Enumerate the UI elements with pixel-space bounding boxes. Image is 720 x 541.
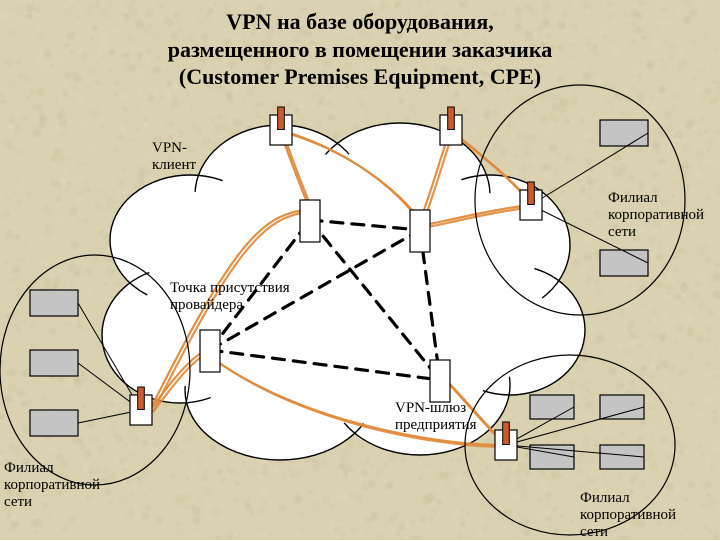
title-line-3: (Customer Premises Equipment, CPE): [0, 63, 720, 91]
host-box: [600, 445, 644, 469]
label-pop: Точка присутствия провайдера: [170, 280, 290, 314]
host-box: [30, 410, 78, 436]
label-branch_br: Филиал корпоративной сети: [580, 490, 676, 541]
title-line-2: размещенного в помещении заказчика: [0, 36, 720, 64]
title-line-1: VPN на базе оборудования,: [0, 8, 720, 36]
host-box: [30, 350, 78, 376]
host-box: [600, 395, 644, 419]
label-branch_tr: Филиал корпоративной сети: [608, 190, 704, 241]
label-vpn_client: VPN- клиент: [152, 140, 196, 174]
diagram-title: VPN на базе оборудования, размещенного в…: [0, 8, 720, 91]
host-box: [600, 120, 648, 146]
label-vpn_gw: VPN-шлюз предприятия: [395, 400, 477, 434]
host-box: [530, 395, 574, 419]
host-box: [30, 290, 78, 316]
label-branch_bl: Филиал корпоративной сети: [4, 460, 100, 511]
host-box: [600, 250, 648, 276]
